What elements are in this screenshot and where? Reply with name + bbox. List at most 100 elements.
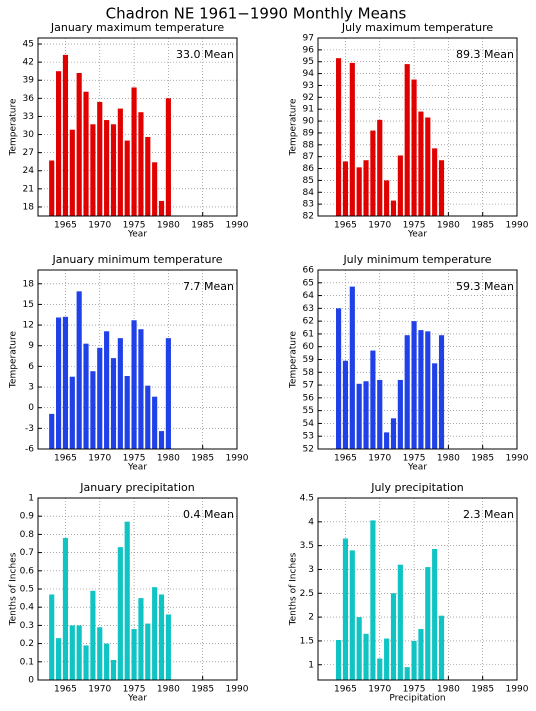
x-tick-label: 1980	[437, 454, 460, 464]
y-tick-label: 4.5	[300, 494, 314, 504]
y-tick-label: 0.9	[20, 512, 35, 522]
y-tick-label: 0.7	[20, 548, 34, 558]
bar	[90, 371, 96, 449]
x-tick-label: 1985	[471, 685, 494, 695]
y-tick-label: 93	[303, 81, 314, 91]
plot-frame	[37, 497, 238, 681]
y-tick-label: 3	[28, 383, 34, 393]
bar	[158, 200, 165, 216]
bar	[438, 160, 445, 216]
x-tick-label: 1990	[226, 221, 249, 231]
y-tick-label: 0.4	[20, 603, 35, 613]
plot-frame	[37, 269, 238, 450]
bar	[425, 331, 431, 449]
y-tick-label: 94	[303, 69, 315, 79]
x-tick-label: 1970	[368, 685, 391, 695]
bar	[356, 167, 362, 216]
bar	[370, 350, 376, 449]
x-tick-label: 1990	[226, 685, 249, 695]
y-tick-label: 54	[303, 419, 315, 429]
x-tick-label: 1975	[403, 454, 426, 464]
bar	[165, 614, 171, 680]
y-tick-label: 0.2	[20, 639, 34, 649]
bar	[69, 129, 75, 216]
x-tick-label: 1975	[403, 685, 426, 695]
bar	[363, 381, 369, 449]
bar	[418, 111, 424, 216]
bar	[124, 521, 130, 680]
x-axis-label: Precipitation	[389, 694, 445, 704]
bar	[83, 645, 89, 680]
bar	[377, 379, 383, 449]
bar	[418, 629, 424, 680]
bar	[131, 87, 137, 216]
bar	[138, 598, 144, 680]
y-tick-label: 88	[303, 140, 315, 150]
y-tick-label: 53	[303, 432, 314, 442]
bar	[90, 590, 96, 680]
bar	[336, 639, 342, 680]
bar	[145, 136, 151, 216]
bar	[438, 335, 445, 449]
y-tick-label: 56	[303, 393, 315, 403]
y-tick-label: 45	[23, 40, 34, 50]
y-tick-label: 92	[303, 93, 314, 103]
bar	[110, 124, 117, 216]
y-axis-label: Temperature	[9, 331, 19, 389]
x-axis-label: Year	[127, 230, 147, 240]
y-tick-label: 21	[23, 184, 34, 194]
plot-frame	[317, 269, 518, 450]
y-axis-label: Temperature	[289, 98, 299, 156]
chart-title: July minimum temperature	[342, 253, 491, 266]
x-tick-label: 1990	[226, 454, 249, 464]
bar	[158, 594, 165, 680]
x-tick-label: 1970	[368, 221, 391, 231]
y-tick-label: 1	[28, 494, 34, 504]
bar	[124, 140, 130, 216]
y-tick-label: 84	[303, 188, 315, 198]
bar	[152, 587, 158, 680]
y-tick-label: 0.6	[20, 566, 35, 576]
bar	[49, 160, 55, 216]
y-tick-label: 39	[23, 76, 35, 86]
page-title: Chadron NE 1961−1990 Monthly Means	[106, 5, 407, 23]
x-tick-label: 1975	[123, 454, 146, 464]
bar	[411, 321, 417, 449]
x-tick-label: 1970	[88, 221, 111, 231]
annotation: 0.4 Mean	[183, 508, 234, 521]
y-tick-label: 96	[303, 45, 315, 55]
x-tick-label: 1985	[191, 221, 214, 231]
bar	[131, 629, 137, 680]
x-tick-label: 1990	[506, 221, 529, 231]
bar	[90, 124, 96, 216]
bar	[165, 98, 171, 216]
y-tick-label: 9	[28, 341, 34, 351]
x-tick-label: 1965	[54, 454, 77, 464]
bar	[76, 291, 82, 449]
bar	[97, 347, 103, 449]
bar	[76, 625, 82, 680]
bar	[110, 659, 117, 680]
plot-frame	[37, 37, 238, 217]
bar	[384, 432, 390, 449]
bar	[49, 594, 55, 680]
y-tick-label: 27	[23, 148, 34, 158]
chart-title: January precipitation	[79, 481, 195, 494]
y-tick-label: 12	[23, 321, 34, 331]
x-axis-label: Year	[127, 694, 147, 704]
bar	[138, 329, 144, 449]
bar	[397, 564, 403, 680]
y-tick-label: 58	[303, 368, 315, 378]
bar	[377, 119, 383, 216]
bar	[124, 376, 130, 449]
bar	[104, 120, 110, 216]
bar	[62, 54, 69, 217]
bar	[97, 627, 103, 680]
x-tick-label: 1965	[334, 685, 357, 695]
y-tick-label: 4	[308, 517, 314, 527]
bar	[397, 379, 403, 449]
bar	[104, 643, 110, 680]
y-tick-label: 60	[303, 342, 315, 352]
y-tick-label: 66	[303, 266, 315, 276]
bar	[336, 58, 342, 216]
